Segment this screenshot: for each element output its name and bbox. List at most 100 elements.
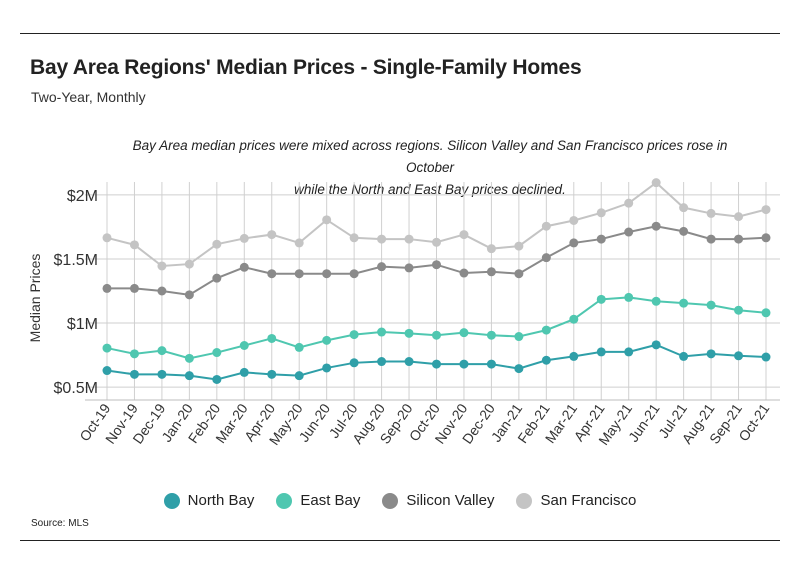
- data-point: [432, 237, 441, 247]
- data-point: [404, 263, 414, 273]
- legend-item-east-bay: East Bay: [276, 492, 360, 509]
- legend-swatch: [382, 492, 399, 509]
- data-point: [761, 205, 771, 215]
- data-point: [706, 300, 716, 310]
- data-point: [459, 328, 469, 338]
- data-point: [129, 283, 139, 293]
- data-point: [404, 328, 414, 338]
- legend-label: East Bay: [300, 492, 361, 509]
- data-point: [486, 330, 496, 340]
- top-rule: [20, 33, 780, 34]
- data-point: [184, 259, 194, 269]
- data-point: [129, 240, 139, 250]
- data-point: [679, 298, 689, 308]
- data-point: [596, 347, 606, 357]
- data-point: [679, 226, 689, 236]
- data-point: [734, 234, 744, 244]
- data-point: [651, 221, 661, 231]
- chart-title: Bay Area Regions' Median Prices - Single…: [30, 56, 582, 79]
- data-point: [212, 239, 222, 249]
- data-point: [322, 335, 332, 345]
- data-point: [651, 340, 661, 350]
- legend-item-san-francisco: San Francisco: [516, 492, 636, 509]
- data-point: [541, 325, 551, 335]
- legend-label: San Francisco: [540, 492, 637, 509]
- data-point: [184, 290, 194, 300]
- data-point: [349, 233, 359, 243]
- data-point: [706, 349, 716, 359]
- legend-label: North Bay: [187, 492, 255, 509]
- data-point: [212, 374, 222, 384]
- data-point: [596, 208, 606, 218]
- data-point: [541, 355, 551, 365]
- data-point: [734, 305, 744, 315]
- data-point: [734, 212, 744, 222]
- data-point: [569, 314, 579, 324]
- y-tick-label: $1M: [67, 316, 98, 333]
- data-point: [624, 347, 634, 357]
- legend-item-north-bay: North Bay: [163, 492, 255, 509]
- data-point: [761, 352, 771, 362]
- series-san-francisco: [102, 178, 771, 271]
- data-point: [102, 366, 112, 376]
- data-point: [294, 238, 304, 248]
- data-point: [432, 260, 441, 270]
- source-note: Source: MLS: [31, 518, 89, 529]
- data-point: [541, 253, 551, 263]
- data-point: [624, 198, 634, 208]
- data-point: [157, 261, 167, 271]
- data-point: [459, 359, 469, 369]
- y-tick-label: $0.5M: [54, 380, 98, 397]
- data-point: [761, 308, 771, 318]
- data-point: [212, 273, 222, 283]
- data-point: [102, 283, 112, 293]
- data-point: [404, 234, 414, 244]
- data-point: [129, 369, 139, 379]
- data-point: [651, 178, 661, 188]
- data-point: [624, 227, 634, 237]
- data-point: [239, 367, 249, 377]
- legend-swatch: [516, 492, 533, 509]
- data-point: [349, 330, 359, 340]
- data-point: [129, 349, 139, 359]
- data-point: [459, 268, 469, 278]
- x-axis-ticks: Oct-19Nov-19Dec-19Jan-20Feb-20Mar-20Apr-…: [76, 400, 772, 448]
- data-point: [596, 294, 606, 304]
- y-tick-label: $1.5M: [54, 252, 98, 269]
- data-point: [322, 215, 332, 225]
- data-point: [184, 371, 194, 381]
- data-point: [102, 343, 112, 353]
- data-point: [706, 234, 716, 244]
- data-point: [432, 359, 441, 369]
- data-point: [267, 333, 277, 343]
- data-point: [157, 369, 167, 379]
- data-point: [294, 269, 304, 279]
- chart-series: [102, 178, 771, 384]
- data-point: [322, 363, 332, 373]
- data-point: [349, 358, 359, 368]
- data-point: [486, 244, 496, 254]
- data-point: [157, 346, 167, 356]
- data-point: [734, 351, 744, 361]
- data-point: [267, 230, 277, 240]
- data-point: [157, 286, 167, 296]
- data-point: [486, 267, 496, 277]
- data-point: [349, 269, 359, 279]
- data-point: [569, 238, 579, 248]
- chart-subtitle: Two-Year, Monthly: [31, 89, 146, 105]
- data-point: [679, 351, 689, 361]
- data-point: [624, 292, 634, 302]
- data-point: [514, 241, 524, 251]
- data-point: [377, 357, 387, 367]
- data-point: [459, 230, 469, 240]
- data-point: [267, 369, 277, 379]
- series-east-bay: [102, 292, 771, 363]
- data-point: [239, 233, 249, 243]
- data-point: [239, 341, 249, 350]
- bottom-rule: [20, 540, 780, 541]
- data-point: [432, 330, 441, 340]
- legend-label: Silicon Valley: [406, 492, 495, 509]
- legend-swatch: [163, 492, 180, 509]
- data-point: [404, 357, 414, 367]
